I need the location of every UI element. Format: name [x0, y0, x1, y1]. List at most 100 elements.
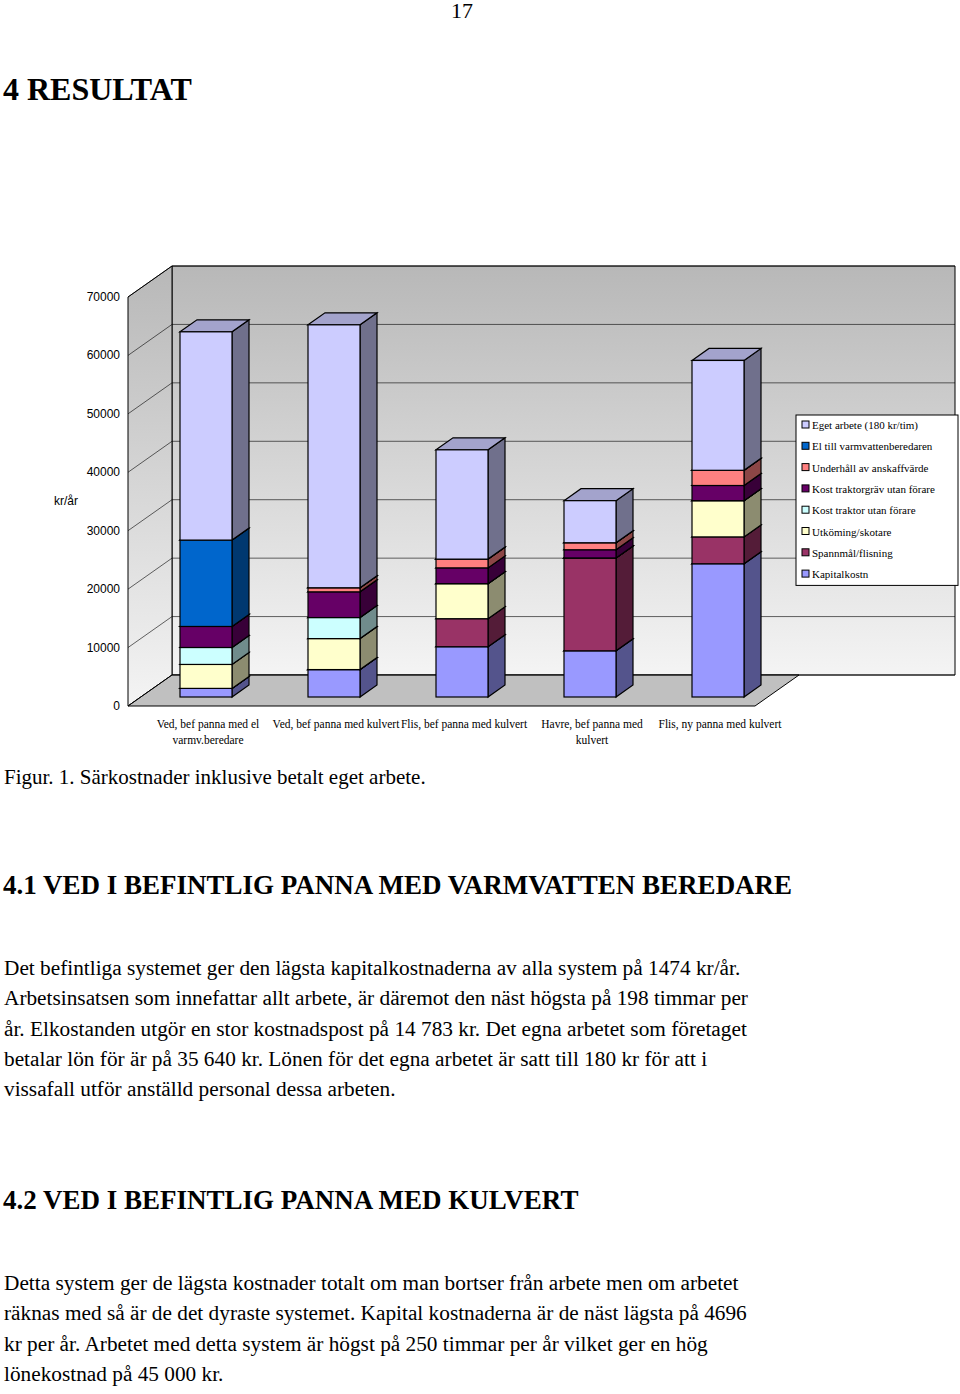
bar-front [436, 568, 488, 584]
bar-front [692, 501, 744, 537]
category-label: Ved, bef panna med el varmv.beredare [143, 716, 273, 748]
bar-front [308, 639, 360, 670]
bar-front [308, 670, 360, 697]
text-line: betalar lön för är på 35 640 kr. Lönen f… [4, 1047, 707, 1072]
bar-top [308, 313, 377, 325]
caption: Figur. 1. Särkostnader inklusive betalt … [4, 765, 426, 790]
bar-segment [564, 489, 633, 543]
section-heading: 4.2 VED I BEFINTLIG PANNA MED KULVERT [3, 1185, 578, 1216]
category-label: Flis, ny panna med kulvert [655, 716, 785, 732]
text-line: vissafall utför anställd personal dessa … [4, 1077, 396, 1102]
tick-label: 40000 [87, 465, 121, 479]
bar-side [744, 348, 761, 470]
legend-label: Underhåll av anskaffvärde [812, 462, 929, 474]
bar-front [564, 558, 616, 651]
legend: Eget arbete (180 kr/tim) El till varmvatt… [796, 415, 958, 585]
bar-segment [436, 438, 505, 559]
bar-front [692, 537, 744, 564]
section-heading: 4.1 VED I BEFINTLIG PANNA MED VARMVATTEN… [3, 870, 792, 901]
legend-label: El till varmvattenberedaren [812, 440, 933, 452]
tick-label: 0 [113, 699, 120, 713]
legend-label: Kost traktorgräv utan förare [812, 483, 935, 495]
bar-front [564, 501, 616, 543]
bar-top [180, 320, 249, 332]
grid-line [128, 617, 955, 648]
bar-front [180, 664, 232, 688]
legend-swatch [802, 506, 809, 513]
bar-front [564, 651, 616, 697]
bar-front [180, 332, 232, 540]
bar-top [564, 489, 633, 501]
legend-swatch [802, 442, 809, 449]
text-line: lönekostnad på 45 000 kr. [4, 1362, 223, 1387]
axis-label: kr/år [54, 494, 78, 508]
legend-box [796, 415, 958, 585]
text-line: kr per år. Arbetet med detta system är h… [4, 1332, 708, 1357]
bar-side [488, 438, 505, 559]
tick-label: 70000 [87, 290, 121, 304]
bar-segment [692, 552, 761, 697]
legend-swatch [802, 570, 809, 577]
bar-side [232, 320, 249, 540]
bar-side [744, 552, 761, 697]
legend-label: Utköming/skotare [812, 526, 892, 538]
bar-front [308, 592, 360, 618]
bar-front [436, 647, 488, 697]
legend-label: Kost traktor utan förare [812, 504, 916, 516]
text-line: Det befintliga systemet ger den lägsta k… [4, 956, 740, 981]
bar-front [180, 540, 232, 626]
bar-front [436, 559, 488, 568]
grid-line [128, 675, 955, 706]
bar-front [180, 626, 232, 647]
legend-swatch [802, 464, 809, 471]
bar-front [436, 584, 488, 619]
grid-line [128, 324, 955, 355]
legend-swatch [802, 421, 809, 428]
bar-front [564, 550, 616, 558]
bar-side [616, 546, 633, 651]
bar-front [692, 470, 744, 485]
bar-front [692, 564, 744, 697]
text-line: Arbetsinsatsen som innefattar allt arbet… [4, 986, 748, 1011]
bar-segment [308, 313, 377, 588]
legend-swatch [802, 485, 809, 492]
legend-label: Kapitalkostn [812, 568, 869, 580]
grid-line [128, 266, 955, 297]
back-wall [172, 266, 955, 675]
bar-front [692, 485, 744, 500]
bar-top [436, 438, 505, 450]
tick-label: 10000 [87, 641, 121, 655]
chart: 0 10000 20000 30000 40000 50000 60000 70000 kr/å… [0, 0, 960, 1394]
bar-front [308, 325, 360, 588]
text-line: Detta system ger de lägsta kostnader tot… [4, 1271, 738, 1296]
bar-front [436, 450, 488, 559]
grid-line [128, 383, 955, 414]
text-line: räknas med så är de det dyraste systemet… [4, 1301, 747, 1326]
legend-swatch [802, 528, 809, 535]
bar-segment [564, 546, 633, 651]
tick-label: 20000 [87, 582, 121, 596]
bar-front [180, 647, 232, 664]
bar-front [180, 688, 232, 697]
legend-swatch [802, 549, 809, 556]
category-label: Havre, bef panna med kulvert [527, 716, 657, 748]
bar-top [692, 348, 761, 360]
text-line: år. Elkostanden utgör en stor kostnadspo… [4, 1017, 747, 1042]
bar-front [436, 619, 488, 647]
bar-side [360, 313, 377, 588]
tick-label: 50000 [87, 407, 121, 421]
tick-label: 60000 [87, 348, 121, 362]
side-wall [128, 266, 172, 706]
legend-label: Eget arbete (180 kr/tim) [812, 419, 918, 432]
category-label: Ved, bef panna med kulvert [271, 716, 401, 732]
heading: 4 RESULTAT [3, 71, 192, 108]
bar-segment [180, 320, 249, 540]
tick-label: 30000 [87, 524, 121, 538]
legend-label: Spannmål/flisning [812, 547, 893, 559]
bar-segment [180, 528, 249, 626]
bars [180, 313, 761, 697]
bar-front [564, 543, 616, 550]
page-number: 17 [451, 0, 473, 24]
bar-front [692, 360, 744, 470]
bar-front [308, 588, 360, 592]
